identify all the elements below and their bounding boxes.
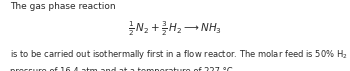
Text: is to be carried out isothermally first in a flow reactor. The molar feed is 50%: is to be carried out isothermally first …: [10, 48, 350, 61]
Text: The gas phase reaction: The gas phase reaction: [10, 2, 116, 11]
Text: pressure of 16.4 atm and at a temperature of 227 °C.: pressure of 16.4 atm and at a temperatur…: [10, 67, 235, 71]
Text: $\frac{1}{2}\,N_2 + \frac{3}{2}\,H_2 \longrightarrow NH_3$: $\frac{1}{2}\,N_2 + \frac{3}{2}\,H_2 \lo…: [128, 20, 222, 38]
